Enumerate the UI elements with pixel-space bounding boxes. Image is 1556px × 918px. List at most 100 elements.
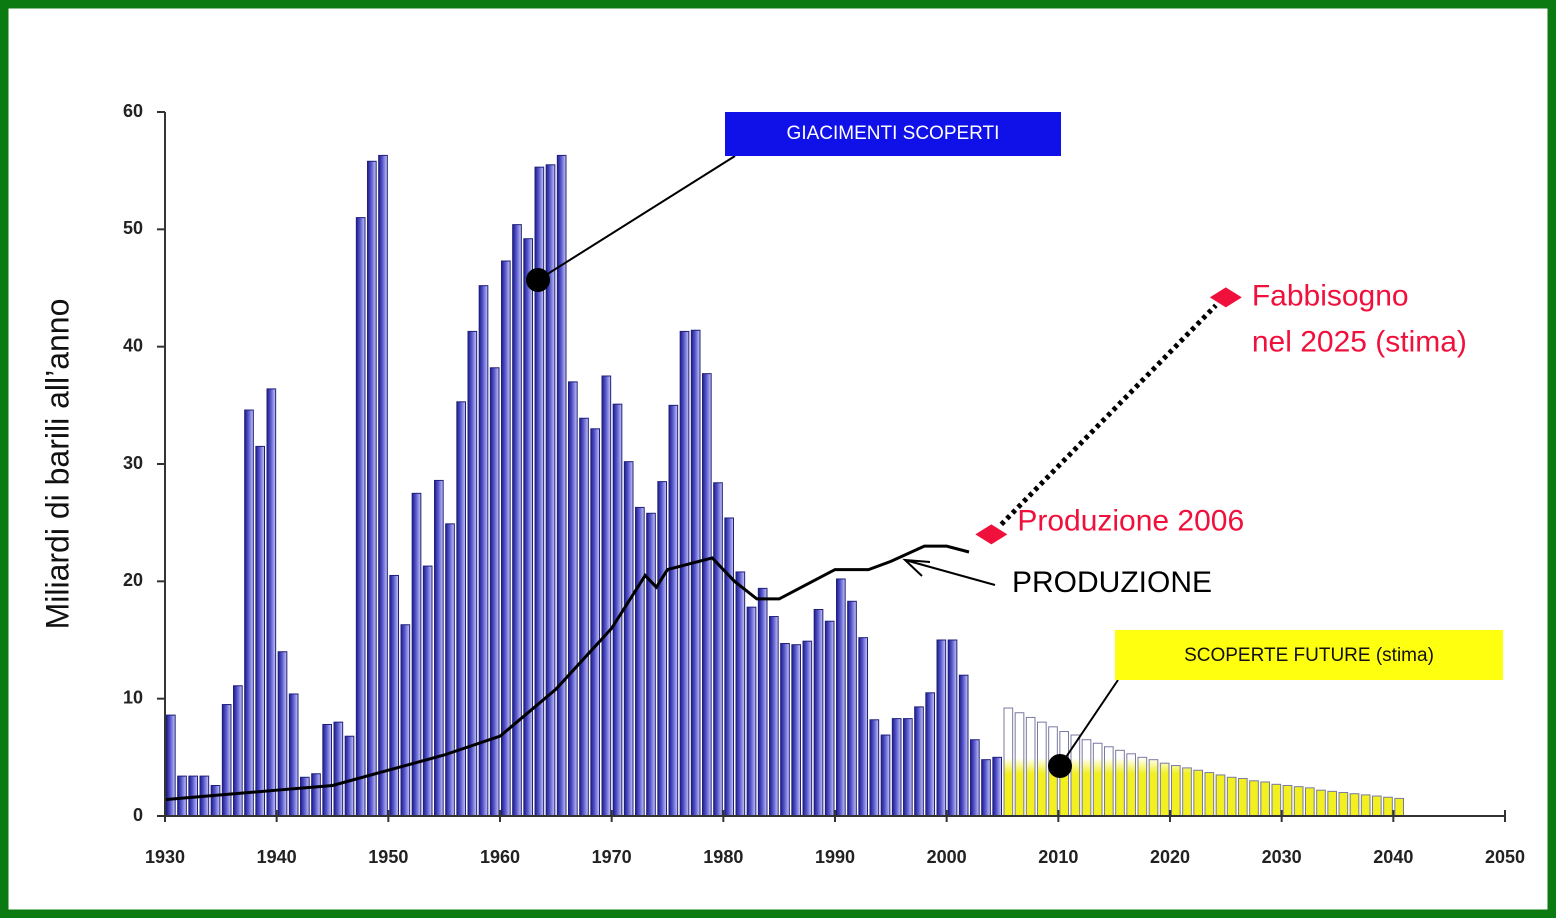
y-tick-label: 10 <box>123 687 143 707</box>
bar <box>568 381 578 817</box>
bar <box>322 723 333 817</box>
bar <box>791 644 801 817</box>
callout-line <box>537 155 736 281</box>
callout-label: SCOPERTE FUTURE (stima) <box>1184 645 1434 666</box>
bar <box>1037 721 1047 817</box>
bar <box>489 367 500 817</box>
bar <box>210 784 221 817</box>
x-tick-label: 2050 <box>1485 847 1525 867</box>
bar <box>221 704 232 817</box>
bar <box>344 735 355 817</box>
bar <box>746 606 757 817</box>
bar <box>266 388 277 817</box>
y-tick-label: 60 <box>123 101 143 121</box>
callout-label: GIACIMENTI SCOPERTI <box>787 123 1000 144</box>
bar <box>1226 776 1237 817</box>
bar <box>411 492 422 817</box>
x-tick-label: 1950 <box>368 847 408 867</box>
bar <box>958 674 969 817</box>
bar <box>378 154 388 817</box>
x-tick-label: 2030 <box>1262 847 1302 867</box>
bar <box>1338 792 1349 817</box>
bar <box>434 479 444 817</box>
point-label: Fabbisogno <box>1252 279 1409 312</box>
bar <box>858 637 868 817</box>
bar <box>177 775 187 817</box>
y-tick-label: 0 <box>133 805 143 825</box>
bar <box>1081 739 1092 817</box>
x-tick-label: 1960 <box>480 847 520 867</box>
bar <box>579 417 589 817</box>
callout-dot <box>1048 754 1072 778</box>
bar <box>1182 767 1192 817</box>
bar <box>657 481 667 817</box>
bar <box>244 409 254 817</box>
bar <box>914 706 924 817</box>
bar <box>556 154 567 817</box>
bar <box>1092 742 1103 817</box>
point-label: nel 2025 (stima) <box>1252 325 1467 358</box>
bar <box>713 482 723 817</box>
bar <box>300 776 310 817</box>
bar <box>1215 774 1226 817</box>
bar <box>802 640 813 817</box>
bar <box>1159 762 1170 817</box>
bar <box>534 166 545 817</box>
bar <box>780 643 790 817</box>
x-tick-label: 1940 <box>257 847 297 867</box>
x-tick-label: 2040 <box>1373 847 1413 867</box>
bar <box>903 718 913 817</box>
bar <box>970 739 980 817</box>
bar <box>1327 790 1338 817</box>
callout-box <box>1115 630 1503 680</box>
bar <box>735 571 746 817</box>
bar <box>422 565 433 817</box>
bar <box>679 330 690 817</box>
bar <box>1372 795 1382 817</box>
x-tick-label: 2020 <box>1150 847 1190 867</box>
bar <box>1204 772 1215 817</box>
point <box>1209 287 1242 308</box>
callout-box <box>725 112 1061 156</box>
bar <box>1260 781 1271 817</box>
bar <box>1249 780 1259 817</box>
bar <box>646 512 656 817</box>
bar <box>612 403 623 817</box>
bar <box>635 506 645 817</box>
bar <box>400 624 411 817</box>
bar <box>1137 756 1148 817</box>
point-label: Produzione 2006 <box>1017 504 1244 537</box>
y-tick-label: 40 <box>123 335 143 355</box>
callout-dot <box>526 268 550 292</box>
bar <box>1193 769 1204 817</box>
bar <box>367 160 377 817</box>
projection-line <box>999 303 1218 527</box>
bar <box>1148 759 1159 817</box>
point <box>975 524 1008 545</box>
bar <box>1271 783 1282 817</box>
bar <box>1025 716 1036 817</box>
bar <box>981 759 991 817</box>
bar <box>523 238 533 817</box>
bar <box>702 373 712 817</box>
bar <box>824 620 835 817</box>
bar <box>690 329 701 817</box>
bar <box>512 224 522 817</box>
bar <box>836 578 846 817</box>
bar <box>288 693 299 817</box>
bar <box>769 616 779 817</box>
bar <box>255 445 265 817</box>
bar <box>1394 797 1405 817</box>
bar <box>545 164 556 817</box>
bar <box>947 639 958 817</box>
bar <box>233 685 243 817</box>
bar <box>1104 746 1114 817</box>
callout-line <box>1059 679 1119 767</box>
bar <box>1282 784 1293 817</box>
bar <box>936 639 947 817</box>
callout-arrow <box>902 558 996 586</box>
x-tick-label: 1990 <box>815 847 855 867</box>
bar <box>869 719 880 817</box>
x-tick-label: 2000 <box>927 847 967 867</box>
